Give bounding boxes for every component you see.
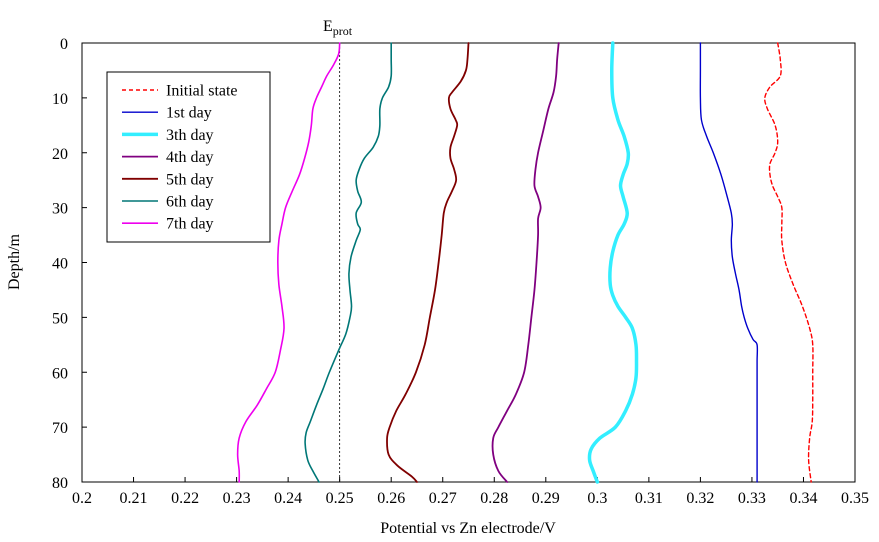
- legend-label-7: 7th day: [166, 216, 214, 233]
- legend-label-5: 5th day: [166, 171, 214, 188]
- x-tick-label: 0.25: [326, 490, 354, 507]
- x-tick-label: 0.31: [635, 490, 663, 507]
- y-axis-label: Depth/m: [6, 233, 23, 290]
- series-line-1: [764, 42, 814, 483]
- legend: Initial state 1st day 3th day 4th day 5th da…: [106, 71, 271, 243]
- x-axis-ticks: 0.2 0.21 0.22 0.23 0.24 0.25 0.26 0.27 0.28 0.29 0…: [72, 477, 869, 507]
- legend-label-2: 1st day: [166, 105, 212, 122]
- y-tick-label: 70: [52, 420, 68, 437]
- eprot-annotation: Eprot: [323, 18, 353, 38]
- x-tick-label: 0.33: [738, 490, 766, 507]
- x-tick-label: 0.3: [587, 490, 607, 507]
- x-tick-label: 0.24: [274, 490, 302, 507]
- x-tick-label: 0.26: [377, 490, 405, 507]
- y-tick-label: 60: [52, 365, 68, 382]
- series-lines: [236, 41, 814, 484]
- series-line-4: [491, 42, 560, 483]
- x-tick-label: 0.28: [480, 490, 508, 507]
- legend-label-6: 6th day: [166, 194, 214, 211]
- y-tick-label: 30: [52, 201, 68, 218]
- eprot-label-main: E: [323, 18, 333, 35]
- x-tick-label: 0.27: [429, 490, 457, 507]
- x-tick-label: 0.29: [532, 490, 560, 507]
- legend-label-3: 3th day: [166, 127, 214, 144]
- legend-label-4: 4th day: [166, 149, 214, 166]
- series-line-7: [236, 42, 341, 483]
- eprot-label-sub: prot: [333, 24, 353, 38]
- legend-label-1: Initial state: [166, 83, 238, 100]
- y-tick-label: 40: [52, 256, 68, 273]
- x-tick-label: 0.23: [223, 490, 251, 507]
- legend-items: Initial state 1st day 3th day 4th day 5th da…: [122, 83, 238, 233]
- x-tick-label: 0.32: [686, 490, 714, 507]
- x-axis-label: Potential vs Zn electrode/V: [380, 520, 556, 537]
- x-tick-label: 0.34: [789, 490, 817, 507]
- series-line-6: [304, 42, 393, 483]
- y-tick-label: 50: [52, 310, 68, 327]
- x-tick-label: 0.35: [841, 490, 869, 507]
- y-tick-label: 0: [60, 36, 68, 53]
- series-line-2: [699, 42, 759, 483]
- y-tick-label: 80: [52, 475, 68, 492]
- y-tick-label: 10: [52, 91, 68, 108]
- y-tick-label: 20: [52, 146, 68, 163]
- series-line-3: [587, 41, 639, 484]
- x-tick-label: 0.2: [72, 490, 92, 507]
- x-tick-label: 0.21: [120, 490, 148, 507]
- series-line-5: [386, 42, 470, 483]
- y-axis-ticks: 0 10 20 30 40 50 60 70 80: [52, 36, 87, 492]
- x-tick-label: 0.22: [171, 490, 199, 507]
